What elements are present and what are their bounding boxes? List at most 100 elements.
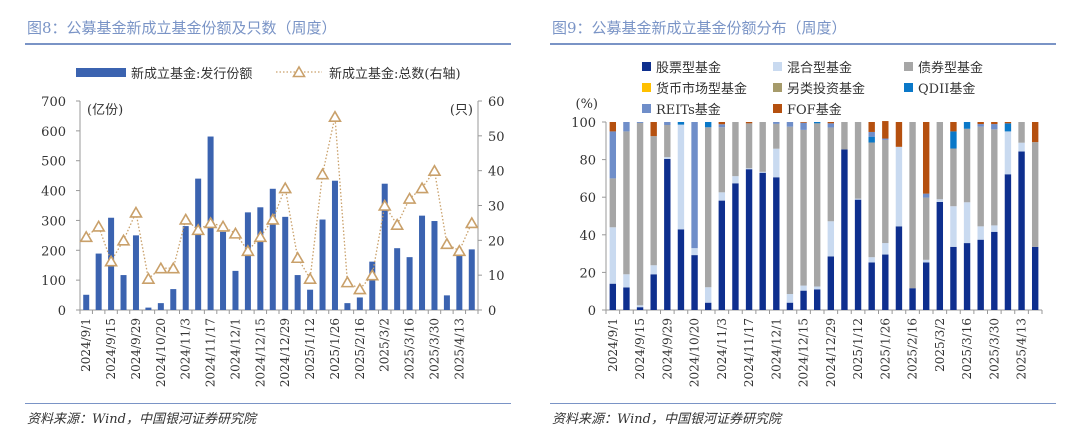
legend-swatch: [773, 104, 782, 113]
bar: [95, 253, 102, 310]
bar: [294, 275, 301, 310]
bar: [394, 248, 401, 310]
triangle-marker: [427, 164, 442, 176]
stacked-segment: [868, 131, 875, 137]
triangle-marker: [340, 275, 355, 288]
legend-swatch: [904, 83, 913, 92]
stacked-segment: [745, 168, 753, 170]
stacked-segment: [636, 122, 644, 123]
stacked-segment: [650, 274, 657, 310]
triangle-marker: [390, 218, 405, 230]
stacked-segment: [773, 177, 780, 310]
legend-label: REITs基金: [656, 102, 721, 118]
legend-label: FOF基金: [787, 102, 842, 118]
stacked-segment: [1018, 142, 1025, 152]
x-tick-label: 2025/3/30: [987, 318, 1001, 380]
bar: [331, 180, 338, 310]
legend-swatch: [773, 62, 782, 71]
y2-tick-label: 0: [488, 304, 496, 319]
x-tick-label: 2024/12/29: [278, 318, 292, 387]
x-tick-label: 2024/9/1: [79, 318, 93, 372]
bar: [282, 216, 289, 310]
x-tick-label: 2025/1/12: [851, 318, 865, 380]
stacked-segment: [922, 197, 930, 260]
bar: [356, 297, 363, 310]
stacked-segment: [977, 239, 984, 310]
stacked-segment: [704, 302, 712, 310]
y2-tick-label: 40: [488, 165, 505, 180]
stacked-segment: [882, 121, 889, 139]
stacked-segment: [745, 122, 753, 124]
x-tick-label: 2024/12/1: [769, 318, 783, 380]
y-tick-label: 300: [41, 214, 66, 229]
stacked-segment: [664, 158, 671, 310]
triangle-marker: [153, 261, 168, 274]
x-tick-label: 2025/3/16: [403, 318, 417, 380]
stacked-segment: [650, 136, 657, 266]
y-axis-unit: (%): [576, 97, 599, 112]
legend-label: 新成立基金:总数(右轴): [329, 66, 461, 82]
triangle-marker: [440, 237, 454, 250]
stacked-segment: [786, 122, 794, 127]
bar: [220, 231, 227, 310]
stacked-segment: [759, 171, 766, 173]
right-chart-title: 图9：公募基金新成立基金份额分布（周度）: [552, 19, 847, 37]
bar: [307, 289, 314, 310]
legend-swatch: [773, 83, 782, 92]
stacked-segment: [977, 124, 984, 127]
y2-tick-label: 50: [488, 130, 505, 145]
x-tick-label: 2024/9/15: [104, 318, 118, 380]
stacked-segment: [841, 149, 848, 310]
stacked-segment: [827, 221, 835, 257]
right-source: 资料来源：Wind，中国银河证券研究院: [552, 412, 781, 427]
y-tick-label: 0: [588, 304, 596, 319]
stacked-segment: [882, 139, 889, 244]
y-tick-label: 100: [571, 116, 596, 131]
x-tick-label: 2024/12/15: [797, 318, 811, 387]
stacked-segment: [963, 128, 971, 203]
triangle-marker: [377, 198, 392, 211]
stacked-segment: [636, 307, 644, 310]
triangle-marker: [166, 261, 181, 274]
triangle-marker: [315, 167, 330, 180]
triangle-marker: [104, 254, 118, 267]
stacked-segment: [854, 198, 862, 200]
stacked-segment: [773, 148, 780, 178]
triangle-marker: [365, 268, 380, 281]
stacked-segment: [800, 290, 807, 310]
stacked-segment: [677, 229, 685, 310]
y-tick-label: 20: [579, 266, 596, 281]
stacked-segment: [882, 254, 889, 310]
stacked-segment: [1018, 122, 1025, 143]
x-tick-label: 2025/4/13: [1015, 318, 1029, 380]
x-tick-label: 2025/4/13: [452, 318, 466, 380]
triangle-marker: [278, 181, 293, 194]
stacked-segment: [991, 122, 998, 125]
stacked-segment: [977, 122, 984, 125]
x-tick-label: 2025/2/16: [353, 318, 367, 380]
triangle-marker: [253, 230, 268, 243]
stacked-segment: [623, 131, 630, 275]
bar: [406, 257, 413, 310]
legend-swatch: [904, 62, 913, 71]
bar: [319, 219, 326, 310]
stacked-segment: [977, 226, 984, 240]
triangle-marker: [129, 205, 143, 218]
x-tick-label: 2024/11/17: [204, 318, 218, 387]
triangle-marker: [303, 272, 317, 284]
stacked-segment: [936, 199, 944, 202]
stacked-segment: [704, 127, 712, 288]
bar: [369, 261, 376, 310]
stacked-segment: [950, 148, 957, 207]
triangle-marker: [352, 282, 367, 295]
triangle-marker: [228, 226, 243, 239]
stacked-segment: [609, 227, 617, 284]
stacked-segment: [773, 123, 780, 149]
stacked-segment: [786, 126, 794, 295]
triangle-marker: [402, 191, 417, 204]
stacked-segment: [664, 122, 671, 126]
legend-label: 混合型基金: [787, 60, 852, 76]
stacked-segment: [868, 262, 875, 310]
stacked-segment: [786, 294, 794, 303]
stacked-segment: [704, 287, 712, 303]
